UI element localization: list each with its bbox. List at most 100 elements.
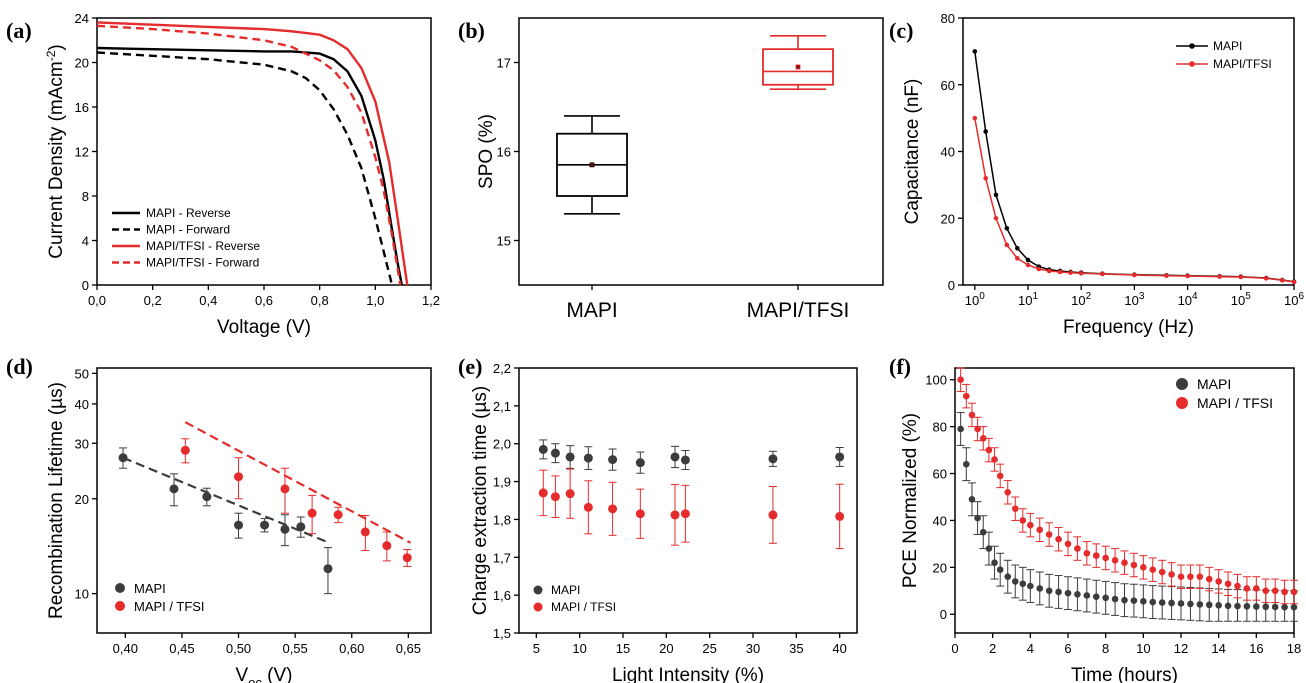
data-point bbox=[1196, 601, 1204, 608]
data-point bbox=[260, 520, 270, 530]
x-tick-label: 0,40 bbox=[113, 641, 138, 656]
data-point bbox=[993, 215, 999, 221]
data-point bbox=[1011, 505, 1019, 513]
x-axis-label: Time (hours) bbox=[1071, 665, 1178, 683]
data-point bbox=[1243, 602, 1251, 610]
y-axis-label: Current Density (mAcm-2) bbox=[44, 44, 67, 258]
y-tick-label: 40 bbox=[75, 397, 89, 412]
x-tick-label: 0,50 bbox=[226, 641, 251, 656]
data-point bbox=[1036, 266, 1042, 272]
legend-marker bbox=[1176, 378, 1188, 390]
x-tick-label: 0,60 bbox=[339, 641, 364, 656]
x-axis-label: Voltage (V) bbox=[217, 317, 311, 338]
data-point bbox=[1025, 257, 1031, 263]
legend-label: MAPI/TFSI bbox=[1213, 57, 1272, 71]
data-point bbox=[333, 510, 343, 520]
y-tick-label: 40 bbox=[933, 513, 947, 528]
y-tick-label: 24 bbox=[75, 11, 89, 26]
data-point bbox=[1234, 602, 1241, 610]
y-tick-label: 16 bbox=[497, 145, 511, 160]
y-tick-label: 50 bbox=[75, 366, 89, 381]
data-point bbox=[565, 452, 575, 462]
panel-label-e: (e) bbox=[458, 354, 482, 379]
y-axis-label: PCE Normalized (%) bbox=[900, 413, 921, 588]
y-tick-label: 4 bbox=[82, 234, 89, 249]
data-point bbox=[983, 175, 988, 181]
data-point bbox=[118, 453, 128, 463]
data-point bbox=[1140, 598, 1147, 605]
y-tick-label: 80 bbox=[933, 420, 947, 435]
data-point bbox=[1027, 521, 1034, 529]
data-point bbox=[1281, 603, 1288, 611]
data-point bbox=[635, 509, 645, 519]
y-tick-label: 20 bbox=[75, 56, 89, 71]
data-point bbox=[1055, 588, 1062, 596]
y-tick-label: 2,1 bbox=[493, 399, 511, 414]
data-point bbox=[972, 115, 978, 121]
data-point bbox=[1187, 573, 1194, 581]
x-tick-label: 20 bbox=[659, 641, 673, 656]
x-tick-label: 0,55 bbox=[282, 641, 307, 656]
data-point bbox=[1158, 599, 1166, 606]
data-point bbox=[985, 446, 993, 454]
plot-frame bbox=[518, 367, 858, 634]
series-line bbox=[96, 51, 394, 286]
data-point bbox=[1102, 554, 1109, 562]
x-tick-label: 0,45 bbox=[169, 641, 194, 656]
x-axis-label: Voc (V) bbox=[235, 665, 292, 683]
x-tick-label: 4 bbox=[1027, 641, 1034, 656]
data-point bbox=[280, 524, 290, 534]
x-tick-label: 10 bbox=[1136, 641, 1150, 656]
data-point bbox=[991, 559, 998, 566]
chart-a: 0,0 0,2 0,4 0,6 0,8 1,0 1,2 0 4 8 12 16 20 24 MAPI - R… bbox=[44, 11, 440, 338]
data-point bbox=[972, 49, 978, 54]
data-point bbox=[1121, 596, 1128, 604]
data-point bbox=[1083, 592, 1091, 599]
data-point bbox=[1045, 587, 1053, 595]
data-point bbox=[979, 528, 987, 536]
data-point bbox=[957, 376, 964, 384]
data-point bbox=[1158, 568, 1166, 576]
data-point bbox=[1290, 588, 1298, 596]
data-point bbox=[550, 492, 560, 502]
data-point bbox=[1015, 245, 1020, 251]
data-point bbox=[608, 455, 618, 465]
legend-label: MAPI bbox=[1197, 376, 1231, 392]
legend-marker bbox=[533, 585, 543, 595]
y-tick-label: 0 bbox=[82, 278, 89, 293]
data-point bbox=[963, 460, 970, 468]
x-tick-label: 0,0 bbox=[88, 293, 106, 308]
data-point bbox=[1140, 564, 1147, 571]
data-point bbox=[1238, 274, 1244, 280]
data-point bbox=[1092, 593, 1100, 600]
data-point bbox=[1291, 279, 1297, 285]
panel-label-d: (d) bbox=[6, 354, 33, 379]
legend-marker bbox=[1189, 43, 1195, 49]
y-tick-label: 8 bbox=[82, 189, 89, 204]
data-point bbox=[1121, 559, 1128, 566]
data-point bbox=[202, 492, 212, 502]
data-point bbox=[1025, 262, 1031, 268]
legend-marker bbox=[1176, 397, 1188, 409]
data-point bbox=[1083, 549, 1091, 557]
x-tick-label: 5 bbox=[533, 641, 540, 656]
series-line bbox=[974, 51, 1295, 283]
data-point bbox=[1217, 274, 1222, 279]
series-line bbox=[96, 21, 409, 286]
x-tick-label: 0,4 bbox=[199, 293, 217, 308]
data-point bbox=[538, 444, 548, 454]
chart-d: 0,40 0,45 0,50 0,55 0,60 0,65 10 20 30 40 50 MAPI MA… bbox=[46, 366, 432, 683]
data-point bbox=[1185, 273, 1190, 279]
data-point bbox=[1177, 573, 1185, 581]
x-tick-label: 2 bbox=[989, 641, 996, 656]
x-tick-label: 0 bbox=[951, 641, 958, 656]
data-point bbox=[1019, 517, 1027, 524]
data-point bbox=[1271, 587, 1279, 595]
data-point bbox=[1263, 276, 1269, 281]
x-tick-label: 106 bbox=[1284, 291, 1304, 308]
y-tick-label: 10 bbox=[75, 587, 89, 602]
plot-frame bbox=[96, 367, 432, 634]
y-axis-label: SPO (%) bbox=[476, 114, 497, 189]
data-point bbox=[234, 520, 244, 530]
